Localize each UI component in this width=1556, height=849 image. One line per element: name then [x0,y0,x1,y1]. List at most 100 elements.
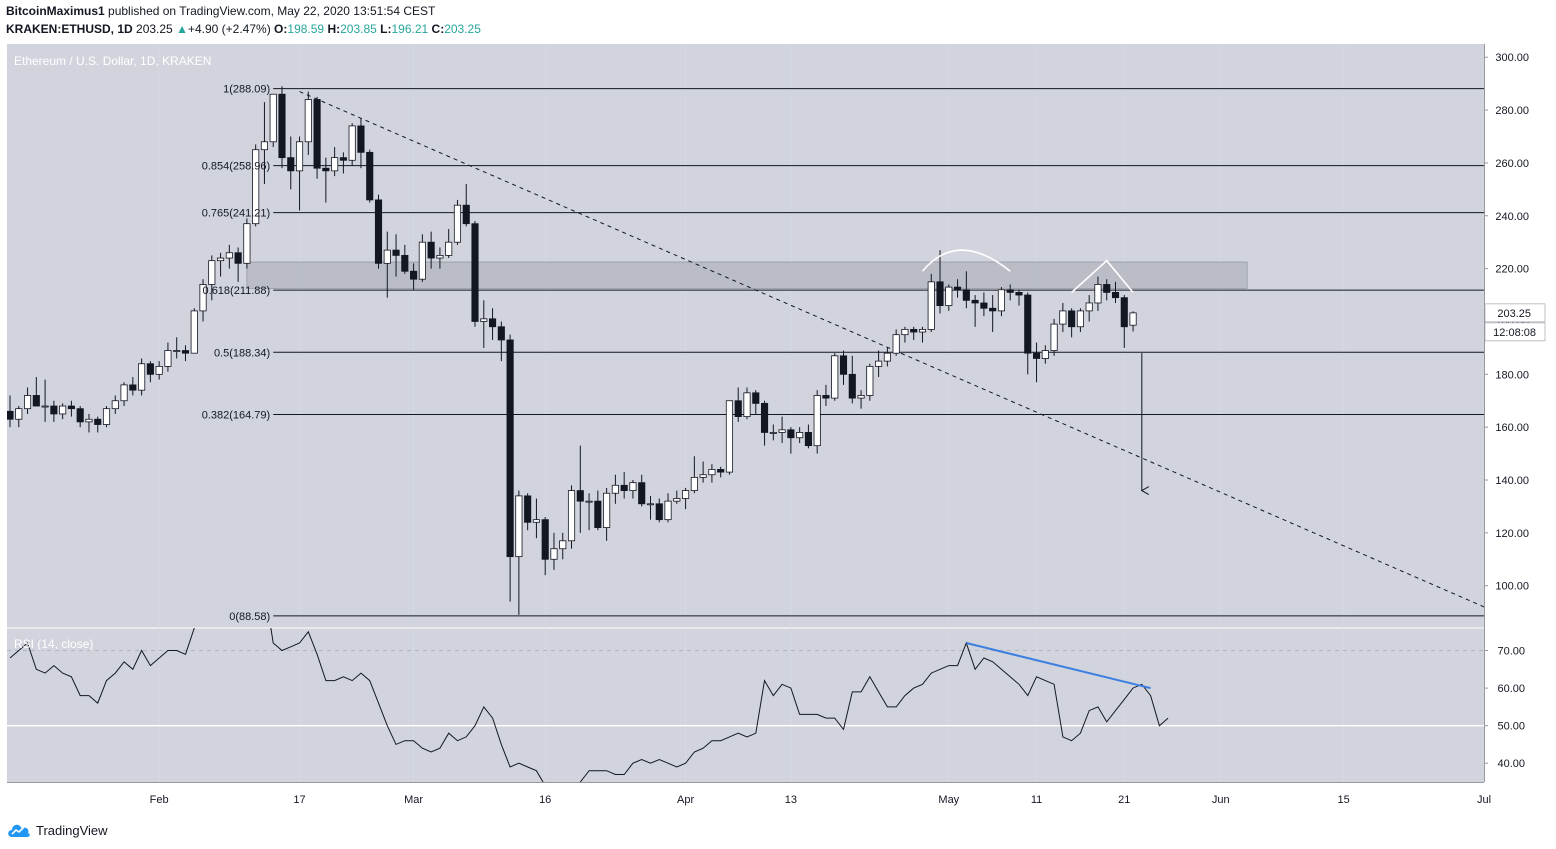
low-value: 196.21 [391,22,429,36]
candle-body [453,204,462,243]
price-tick-label: 280.00 [1495,105,1529,117]
candle-body [1111,291,1120,299]
price-pane-bg [7,44,1484,628]
candle-body [611,484,619,494]
date-tick-label: 17 [293,794,305,806]
candle-body [875,360,883,367]
publish-info: published on TradingView.com, May 22, 20… [104,4,436,18]
price-tick-label: 260.00 [1495,158,1529,170]
candle-body [129,384,137,391]
candle-body [515,495,523,558]
candle-body [892,334,900,354]
candle-body [418,241,426,280]
candle-body [708,469,716,476]
candle-body [1103,284,1111,293]
fib-level-label: 0.5(188.34) [214,347,270,359]
candle-body [383,249,391,264]
candle-body [813,395,821,447]
candle-body [1068,310,1076,328]
candle-body [348,125,356,161]
rsi-plot-group [7,628,1484,782]
price-tick-label: 160.00 [1495,422,1529,434]
candle-body [1120,297,1128,328]
candle-body [462,204,470,225]
candle-body [1024,294,1032,354]
price-chart[interactable]: 1(288.09) 0.854(258.96) 0.765(241.21) 0.618… [0,44,1556,816]
symbol-name[interactable]: KRAKEN:ETHUSD, 1D [6,22,133,36]
candle-body [629,482,637,491]
price-tick-label: 220.00 [1495,264,1529,276]
open-value: 198.59 [287,22,325,36]
rsi-tick-label: 60.00 [1497,683,1525,695]
candle-body [550,548,558,560]
candle-body [866,365,874,396]
candle-body [883,352,891,362]
candle-body [401,255,409,272]
rsi-tick-label: 40.00 [1497,758,1525,770]
candle-body [752,392,760,404]
candle-body [620,484,628,491]
candle-body [646,503,655,506]
candle-body [638,482,646,505]
candle-body [287,157,295,172]
last-price: 203.25 [136,22,173,36]
candle-body [857,395,865,399]
candle-body [787,429,795,439]
candle-body [541,519,549,560]
price-tick-label: 240.00 [1495,211,1529,223]
candle-body [339,157,347,161]
candle-body [760,402,769,433]
candle-body [278,93,286,159]
candle-body [769,432,777,434]
candle-body [252,149,260,225]
candle-body [23,395,32,410]
candle-body [67,405,75,410]
candle-body [445,241,453,256]
date-tick-label: Jul [1477,794,1491,806]
candle-body [594,500,602,528]
candle-body [682,490,690,499]
candle-body [471,223,479,322]
candle-body [1041,350,1049,359]
candle-body [936,281,944,307]
candle-body [199,284,207,312]
candle-body [980,302,988,309]
candle-body [725,400,734,473]
candle-body [313,99,321,169]
candle-body [524,495,532,523]
candle-body [831,355,839,399]
price-tick-label: 140.00 [1495,475,1529,487]
candle-body [146,363,154,375]
candle-body [743,392,751,417]
countdown-tag [1484,322,1546,342]
price-plot-group [7,86,1484,617]
candle-body [664,500,672,521]
last-price-tag-label: 203.25 [1497,308,1531,320]
candle-body [506,339,514,558]
footer-brand: TradingView [36,822,108,838]
rsi-label: RSI (14, close) [14,637,93,651]
candle-body [497,326,505,341]
candle-body [76,408,84,423]
candle-body [734,400,742,417]
candle-body [173,350,181,352]
date-tick-label: 21 [1118,794,1130,806]
date-tick-label: May [938,794,959,806]
tradingview-cloud-icon [8,824,30,837]
candle-body [392,249,400,256]
candle-body [690,476,698,491]
candle-body [804,432,812,447]
open-label: O: [274,22,288,36]
candle-body [225,252,233,259]
candle-body [603,492,611,528]
publisher-name[interactable]: BitcoinMaximus1 [6,4,105,18]
fib-level-label: 0.854(258.96) [202,161,271,173]
close-value: 203.25 [444,22,481,36]
candle-body [260,141,268,151]
candle-body [269,93,277,143]
candle-body [111,400,119,410]
high-label: H: [327,22,341,36]
tradingview-logo[interactable]: TradingView [6,821,108,839]
candle-body [971,299,979,304]
price-tick-label: 300.00 [1495,52,1529,64]
